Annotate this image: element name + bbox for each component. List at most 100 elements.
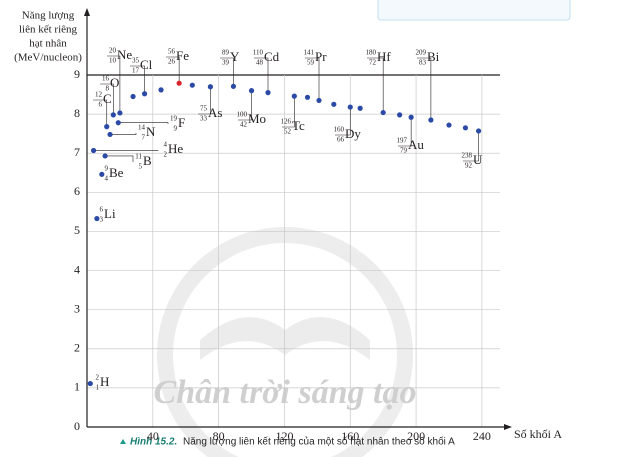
leader-line [166, 56, 180, 84]
mass-number: 238 [462, 152, 473, 160]
nuclide-label: 115 [105, 153, 143, 171]
atomic-number: 33 [200, 115, 208, 123]
atomic-number: 59 [307, 59, 315, 67]
caption-icon [120, 439, 126, 444]
nuclide-label: 199 [118, 115, 178, 133]
atomic-number: 8 [106, 85, 110, 93]
element-symbol: U [473, 152, 483, 167]
leader-line [198, 86, 211, 115]
data-point [130, 93, 136, 100]
element-symbol: Ne [117, 47, 132, 62]
mass-number: 16 [102, 75, 110, 83]
element-symbol: Tc [292, 118, 305, 133]
data-point [476, 128, 482, 134]
data-point [316, 97, 322, 104]
element-symbol: H [100, 374, 109, 389]
data-point [117, 110, 123, 116]
data-point [87, 380, 93, 387]
x-tick-label: 160 [341, 429, 359, 443]
nuclide-label: 94 [105, 165, 109, 183]
data-point [102, 153, 108, 159]
x-tick-label: 40 [147, 429, 159, 443]
x-tick-label: 120 [275, 429, 293, 443]
data-point [291, 93, 297, 99]
y-axis-label-line: Năng lượng [22, 10, 75, 22]
mass-number: 2 [96, 374, 100, 382]
atomic-number: 52 [284, 128, 292, 136]
leader-line [110, 133, 137, 135]
atomic-number: 66 [337, 136, 345, 144]
nuclide-label: 147 [110, 124, 146, 142]
element-symbol: Li [104, 206, 116, 221]
atomic-number: 39 [222, 59, 230, 67]
watermark: Chân trời sáng tạo [154, 374, 417, 411]
mass-number: 9 [105, 165, 109, 173]
element-symbol: C [103, 91, 112, 106]
mass-number: 110 [253, 49, 264, 57]
leader-line [417, 57, 432, 120]
atomic-number: 4 [105, 175, 109, 183]
nuclide-label: 21 [96, 374, 100, 392]
element-symbol: Y [230, 49, 240, 64]
mass-number: 19 [170, 115, 178, 123]
x-tick-label: 80 [213, 429, 225, 443]
x-axis-label: Số khối A [514, 427, 562, 441]
element-symbol: O [110, 75, 119, 90]
leader-line [107, 55, 121, 113]
atomic-number: 17 [132, 67, 140, 75]
data-point [107, 131, 113, 138]
atomic-number: 48 [256, 59, 264, 67]
nuclide-label: 63 [100, 206, 104, 224]
atomic-number: 2 [164, 151, 168, 159]
y-axis-label-line: hạt nhân [29, 38, 67, 50]
mass-number: 11 [135, 153, 142, 161]
atomic-number: 79 [400, 147, 408, 155]
element-symbol: Mo [248, 111, 266, 126]
element-symbol: Bi [427, 49, 440, 64]
data-point [104, 124, 110, 130]
mass-number: 89 [222, 49, 230, 57]
y-tick-label: 5 [74, 223, 80, 237]
element-symbol: Fe [176, 48, 189, 63]
nuclide-label: 126 [93, 91, 108, 127]
atomic-number: 72 [369, 59, 377, 67]
data-point [380, 109, 386, 116]
atomic-number: 26 [168, 58, 176, 66]
data-point [347, 104, 353, 110]
y-tick-label: 6 [74, 184, 80, 198]
y-tick-label: 8 [74, 106, 80, 120]
atomic-number: 5 [139, 163, 143, 171]
x-tick-label: 240 [473, 429, 491, 443]
mass-number: 6 [100, 206, 104, 214]
data-point [90, 147, 97, 154]
data-point [446, 122, 452, 128]
element-symbol: Cd [264, 49, 280, 64]
leader-line [118, 122, 169, 124]
element-symbol: N [146, 124, 156, 139]
element-symbol: Au [408, 137, 424, 152]
y-axis-arrow [84, 8, 90, 16]
y-tick-label: 2 [74, 341, 80, 355]
y-axis-label-line: (MeV/nucleon) [14, 52, 82, 64]
data-point [304, 94, 311, 100]
data-point [115, 120, 121, 126]
caption-label: Hình 15.2. [130, 437, 177, 448]
x-tick-label: 200 [407, 429, 425, 443]
nuclide-label: 16 8 [100, 75, 114, 115]
leader-line [367, 57, 384, 113]
element-symbol: F [178, 115, 185, 130]
data-point [94, 215, 100, 222]
mass-number: 141 [304, 49, 315, 57]
y-axis-label-line: liên kết riêng [19, 24, 78, 36]
y-tick-label: 1 [74, 380, 80, 394]
data-point [248, 88, 255, 94]
atomic-number: 10 [109, 57, 117, 65]
mass-number: 160 [334, 126, 345, 134]
data-point [408, 114, 414, 120]
